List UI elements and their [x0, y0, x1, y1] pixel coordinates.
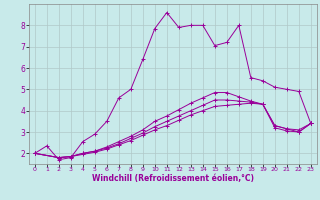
X-axis label: Windchill (Refroidissement éolien,°C): Windchill (Refroidissement éolien,°C): [92, 174, 254, 183]
